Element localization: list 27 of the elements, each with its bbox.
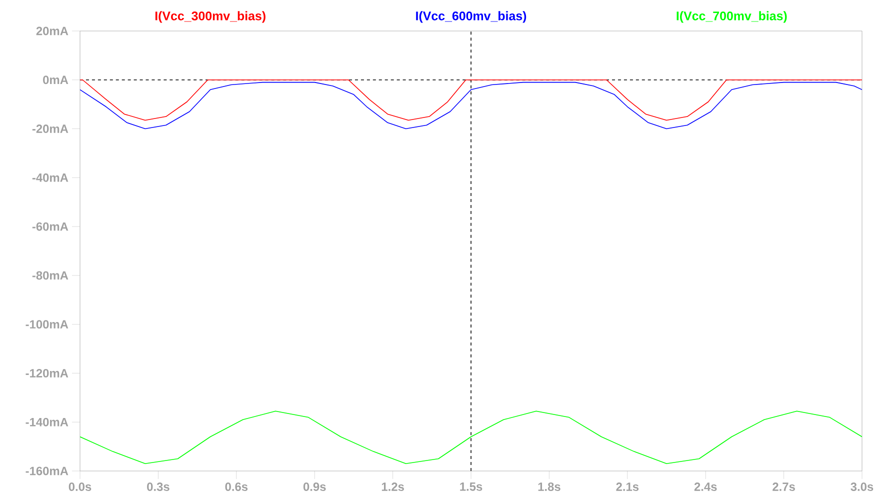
x-tick-label: 1.2s — [382, 482, 404, 491]
x-tick-label: 0.0s — [68, 482, 92, 491]
x-tick-label: 0.6s — [225, 482, 248, 491]
x-tick-label: 0.9s — [303, 482, 326, 491]
x-tick-label: 3.0s — [850, 482, 874, 491]
y-tick-label: -40mA — [32, 173, 68, 182]
y-tick-label: 0mA — [43, 76, 68, 84]
y-tick-label: -140mA — [26, 418, 68, 426]
y-tick-label: -80mA — [32, 271, 68, 280]
line-series — [80, 410, 862, 464]
y-tick-label: -100mA — [26, 320, 68, 329]
y-tick-label: -160mA — [26, 466, 68, 476]
y-tick-label: -20mA — [32, 124, 68, 133]
text: I(Vcc_300mv_bias) — [155, 11, 266, 23]
text: I(Vcc_700mv_bias) — [676, 11, 787, 23]
text: I(Vcc_600mv_bias) — [416, 11, 526, 23]
line-series — [80, 82, 862, 130]
x-tick-label: 1.5s — [460, 482, 482, 491]
x-tick-label: 0.3s — [147, 482, 170, 491]
y-tick-label: -60mA — [32, 222, 68, 231]
y-tick-label: -120mA — [26, 368, 68, 378]
x-tick-label: 1.8s — [538, 482, 560, 491]
y-tick-label: 20mA — [36, 26, 68, 36]
x-tick-label: 2.7s — [772, 482, 795, 491]
x-tick-label: 2.1s — [616, 482, 639, 491]
x-tick-label: 2.4s — [694, 482, 717, 491]
line-series — [80, 79, 862, 121]
